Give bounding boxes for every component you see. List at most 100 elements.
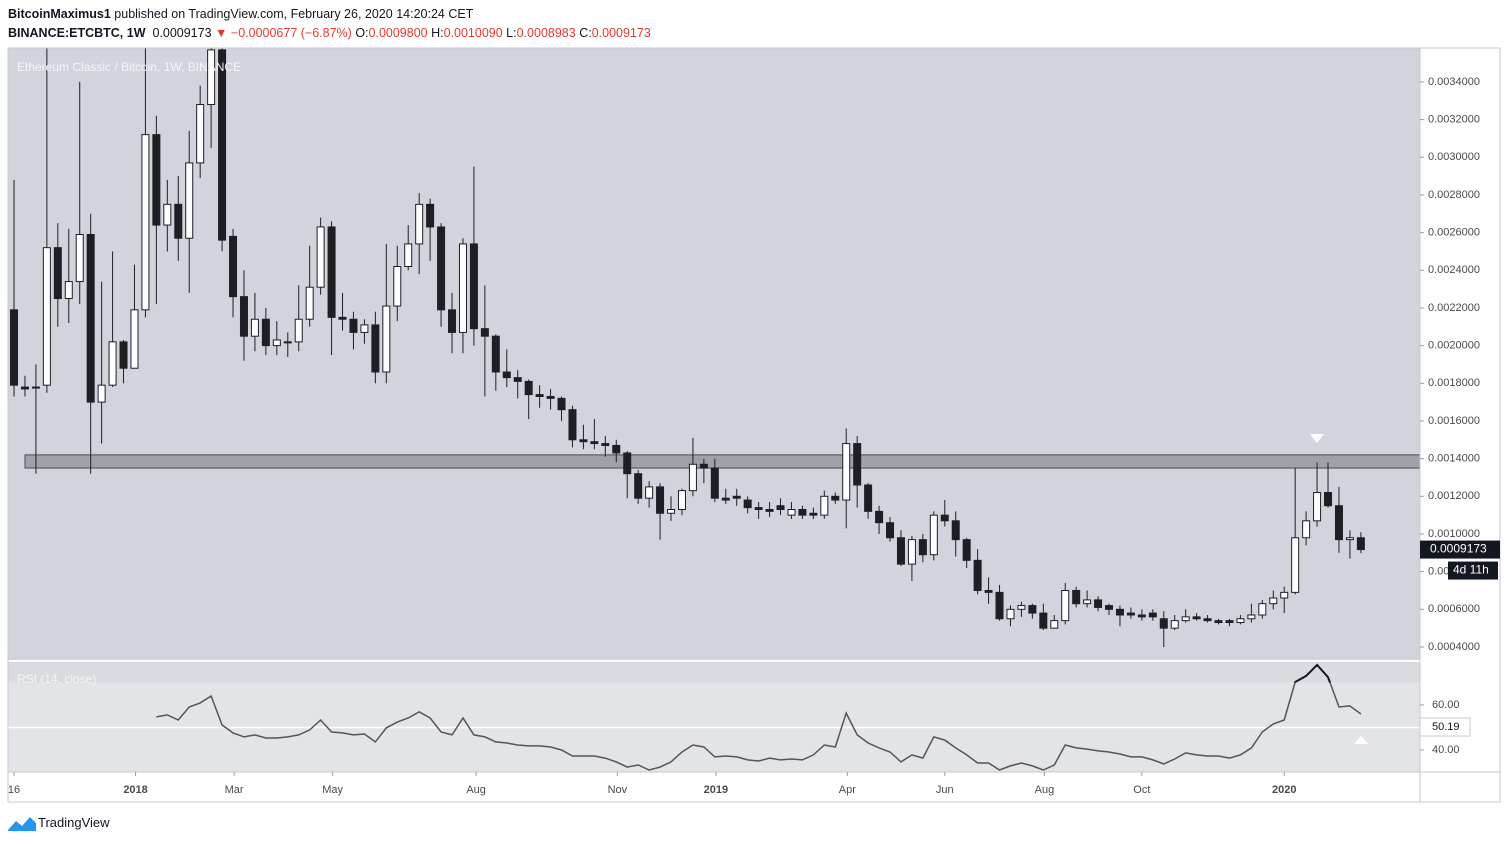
candle-body	[918, 539, 927, 556]
logo	[8, 817, 36, 831]
y-tick-label: 0.0018000	[1428, 377, 1480, 389]
author: BitcoinMaximus1	[8, 7, 111, 21]
candle-body	[1072, 589, 1081, 605]
candle-body	[152, 134, 161, 226]
candle-body	[163, 203, 172, 226]
candle-body	[1291, 537, 1300, 593]
frame	[7, 47, 1501, 803]
candle-body	[809, 512, 818, 516]
marker-down	[1310, 434, 1324, 443]
candle-body	[316, 226, 325, 288]
candle-body	[207, 49, 216, 106]
candle-body	[97, 384, 106, 403]
x-tick-label: Oct	[1133, 784, 1150, 796]
candle-body	[1159, 618, 1168, 629]
x-tick-label: Aug	[466, 784, 486, 796]
ohlc-label: L:	[506, 26, 517, 40]
candle-body	[1083, 599, 1092, 605]
ohlc: O:0.0009800 H:0.0010090 L:0.0008983 C:0.…	[355, 26, 650, 40]
y-tick-label: 0.0020000	[1428, 340, 1480, 352]
price-label-box	[1420, 540, 1500, 559]
price-label: 0.0009173	[1430, 542, 1487, 556]
ohlc-value: 0.0009173	[591, 26, 651, 40]
y-tick-label: 0.0012000	[1428, 490, 1480, 502]
candle-body	[721, 497, 730, 501]
candle-body	[218, 49, 227, 241]
rsi-line	[156, 663, 1362, 771]
candle-body	[699, 463, 708, 469]
candle-body	[42, 247, 51, 386]
candle-body	[524, 380, 533, 396]
x-tick-label: Aug	[1035, 784, 1055, 796]
candle-body	[568, 409, 577, 441]
candle-body	[1225, 620, 1234, 624]
candle-body	[502, 371, 511, 379]
candle-body	[1203, 618, 1212, 622]
candle-body	[1334, 505, 1343, 541]
header-line-1: BitcoinMaximus1 published on TradingView…	[8, 7, 473, 21]
candle-body	[798, 508, 807, 516]
rsi-tick-label: 60.00	[1432, 699, 1460, 711]
y-tick-label: 0.0004000	[1428, 641, 1480, 653]
candle-body	[1050, 620, 1059, 629]
countdown: 4d 11h	[1453, 563, 1489, 577]
published: published on TradingView.com, February 2…	[114, 7, 474, 21]
candle-body	[962, 539, 971, 561]
rsi-tick-label: 40.00	[1432, 744, 1460, 756]
candle-body	[831, 495, 840, 501]
candle-body	[1258, 603, 1267, 616]
candle-body	[929, 514, 938, 556]
candle-body	[634, 473, 643, 499]
candle-body	[557, 397, 566, 411]
candle-body	[305, 286, 314, 320]
candle-body	[10, 309, 19, 386]
candle-body	[491, 335, 500, 373]
x-tick-label: 2019	[704, 784, 728, 796]
candle-body	[667, 508, 676, 514]
candle-body	[469, 243, 478, 330]
x-tick-label: Apr	[839, 784, 856, 796]
candle-body	[853, 443, 862, 486]
candle-body	[623, 452, 632, 475]
candle-body	[283, 341, 292, 344]
candle-body	[677, 490, 686, 510]
footer-brand: TradingView	[38, 815, 110, 830]
candle-body	[1280, 591, 1289, 599]
candle-body	[1137, 614, 1146, 618]
candle-body	[261, 318, 270, 347]
candle-body	[1247, 614, 1256, 620]
candle-body	[1017, 605, 1026, 610]
candle-body	[1324, 492, 1333, 507]
candle-body	[75, 233, 84, 283]
ohlc-value: 0.0010090	[443, 26, 503, 40]
candle-body	[1170, 620, 1179, 629]
candle-body	[896, 537, 905, 565]
candle-body	[820, 495, 829, 516]
candle-body	[601, 443, 610, 446]
candle-body	[787, 508, 796, 516]
candle-body	[1006, 608, 1015, 620]
marker-up	[1354, 736, 1368, 744]
candle-body	[415, 203, 424, 245]
candle-body	[382, 305, 391, 373]
candle-body	[31, 386, 40, 389]
candle-body	[1115, 608, 1124, 616]
candle-body	[448, 309, 457, 333]
candle-body	[656, 486, 665, 514]
candle-body	[20, 386, 29, 390]
last: 0.0009173	[152, 26, 212, 40]
candle-body	[535, 394, 544, 397]
candle-body	[995, 591, 1004, 620]
candle-body	[1236, 618, 1245, 624]
symbol: BINANCE:ETCBTC, 1W	[8, 26, 146, 40]
candle-body	[294, 318, 303, 343]
candle-body	[754, 507, 763, 510]
candle-body	[185, 162, 194, 239]
candle-body	[64, 281, 73, 300]
rsi-title: RSI (14, close)	[17, 672, 96, 686]
candle-body	[743, 499, 752, 509]
candle-body	[327, 226, 336, 318]
candle-body	[710, 467, 719, 499]
chart-title: Ethereum Classic / Bitcoin, 1W, BINANCE	[17, 60, 241, 74]
candle-body	[1356, 537, 1365, 551]
